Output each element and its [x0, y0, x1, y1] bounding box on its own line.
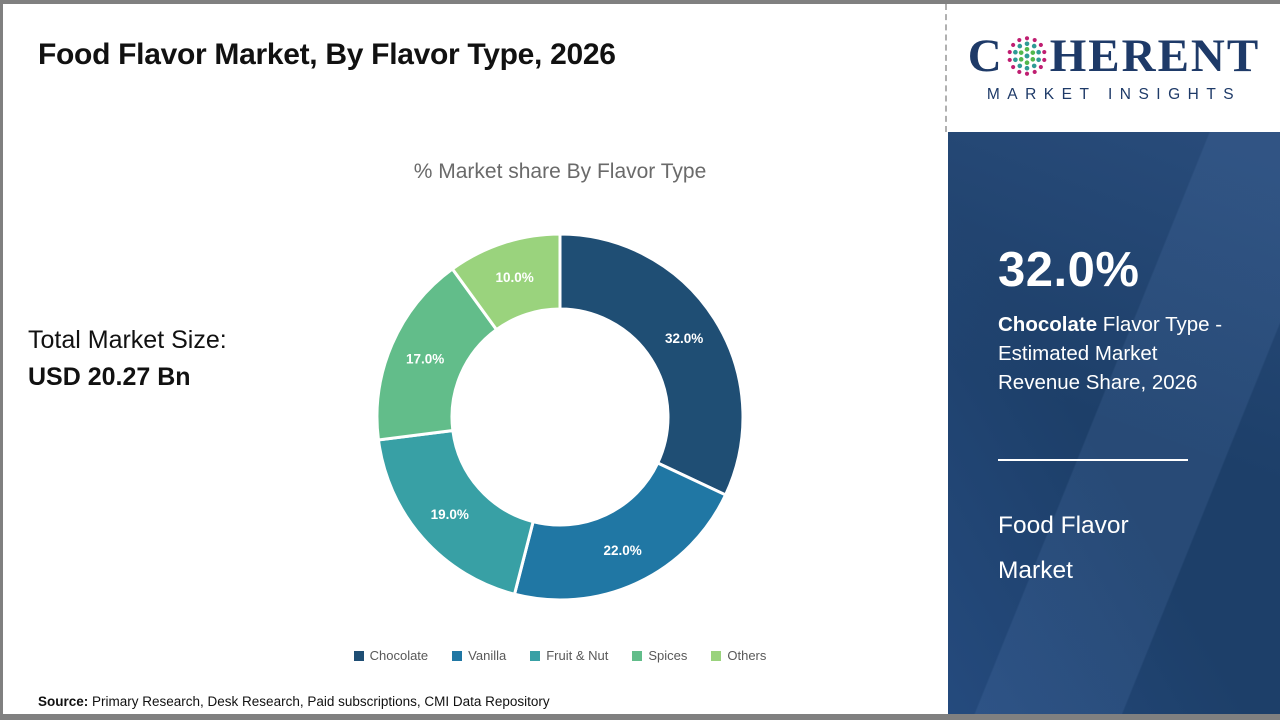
legend-swatch-icon — [530, 650, 541, 661]
logo-dot — [1017, 43, 1022, 49]
logo-dot — [1024, 46, 1030, 52]
legend-item-fruit-nut: Fruit & Nut — [530, 648, 608, 663]
frame-border-bottom — [0, 714, 1280, 720]
legend-label: Chocolate — [369, 648, 429, 663]
highlight-value: 32.0% — [998, 243, 1140, 297]
logo-dot — [1017, 63, 1022, 69]
logo-dot — [1041, 49, 1047, 55]
slice-label: 17.0% — [406, 352, 444, 367]
logo-dot — [1041, 57, 1047, 63]
total-market-size-label: Total Market Size: — [28, 326, 227, 354]
legend-label: Fruit & Nut — [546, 648, 609, 663]
highlight-description-rest: Flavor Type - Estimated Market Revenue S… — [998, 313, 1223, 394]
brand-logo: C HERENT — [967, 29, 1261, 82]
frame-border-left — [0, 0, 3, 720]
logo-dot — [1018, 57, 1024, 62]
logo-letters-herent: HERENT — [1049, 29, 1261, 82]
donut-chart-area: 32.0% 22.0% 19.0% 17.0% 10.0% — [375, 232, 745, 602]
logo-dot — [1036, 49, 1041, 55]
dashed-separator — [945, 4, 947, 132]
highlight-category: Chocolate — [998, 313, 1098, 336]
logo-dot — [1036, 57, 1041, 63]
logo-dot — [1007, 49, 1012, 55]
logo-dot — [1024, 71, 1029, 76]
logo-dot — [1031, 63, 1037, 69]
legend-swatch-icon — [353, 650, 364, 661]
logo-dot — [1024, 60, 1030, 66]
logo-dot — [1012, 57, 1018, 63]
slice-label: 32.0% — [665, 331, 703, 346]
legend-item-vanilla: Vanilla — [452, 648, 506, 663]
source-line: Source: Primary Research, Desk Research,… — [38, 694, 550, 709]
donut-slice-fruit-nut — [376, 428, 535, 597]
chart-legend: Chocolate Vanilla Fruit & Nut Spices Others — [260, 648, 860, 663]
logo-dot — [1024, 53, 1030, 59]
panel-divider — [998, 459, 1188, 461]
donut-slice-vanilla — [512, 460, 728, 602]
legend-swatch-icon — [632, 650, 643, 661]
donut-slice-chocolate — [558, 232, 745, 497]
logo-dot — [1024, 41, 1030, 47]
legend-item-chocolate: Chocolate — [353, 648, 429, 663]
legend-label: Others — [727, 648, 767, 663]
logo-dot — [1032, 69, 1037, 75]
legend-item-others: Others — [711, 648, 766, 663]
logo-dot — [1030, 57, 1035, 62]
donut-slice-others — [450, 232, 562, 332]
total-market-size-block: Total Market Size: USD 20.27 Bn — [28, 326, 227, 392]
legend-item-spices: Spices — [632, 648, 687, 663]
highlight-panel: 32.0% Chocolate Flavor Type - Estimated … — [948, 132, 1280, 714]
logo-dot — [1038, 42, 1043, 48]
logo-dot — [1024, 65, 1030, 71]
logo-area: C HERENT MARKET INSIGHTS — [948, 4, 1280, 132]
panel-market-title: Food Flavor Market — [998, 512, 1129, 584]
chart-title: % Market share By Flavor Type — [413, 160, 707, 183]
logo-dot — [1032, 37, 1037, 43]
logo-dot — [1010, 64, 1015, 70]
legend-swatch-icon — [452, 650, 463, 661]
logo-dot-rosette-icon — [1007, 36, 1047, 76]
logo-subtitle: MARKET INSIGHTS — [986, 85, 1242, 103]
logo-dot — [1031, 43, 1037, 49]
donut-chart: 32.0% 22.0% 19.0% 17.0% 10.0% — [375, 232, 745, 602]
logo-dot — [1018, 50, 1024, 55]
source-label: Source: — [38, 694, 89, 709]
legend-swatch-icon — [711, 650, 722, 661]
logo-dot — [1038, 64, 1043, 70]
frame-border-top — [0, 0, 1280, 4]
page-title: Food Flavor Market, By Flavor Type, 2026 — [38, 38, 616, 71]
legend-label: Spices — [648, 648, 688, 663]
logo-letter-c: C — [967, 29, 1004, 82]
logo-dot — [1007, 57, 1012, 63]
total-market-size-value: USD 20.27 Bn — [28, 363, 191, 391]
slice-label: 19.0% — [431, 507, 469, 522]
logo-dot — [1024, 36, 1029, 41]
logo-dot — [1016, 37, 1022, 43]
logo-dot — [1012, 49, 1018, 55]
slice-label: 10.0% — [495, 270, 533, 285]
logo-dot — [1016, 69, 1022, 75]
logo-dot — [1030, 50, 1035, 55]
slice-label: 22.0% — [603, 543, 641, 558]
legend-label: Vanilla — [468, 648, 507, 663]
logo-dot — [1010, 42, 1015, 48]
source-text: Primary Research, Desk Research, Paid su… — [88, 694, 550, 709]
highlight-description: Chocolate Flavor Type - Estimated Market… — [998, 310, 1230, 397]
